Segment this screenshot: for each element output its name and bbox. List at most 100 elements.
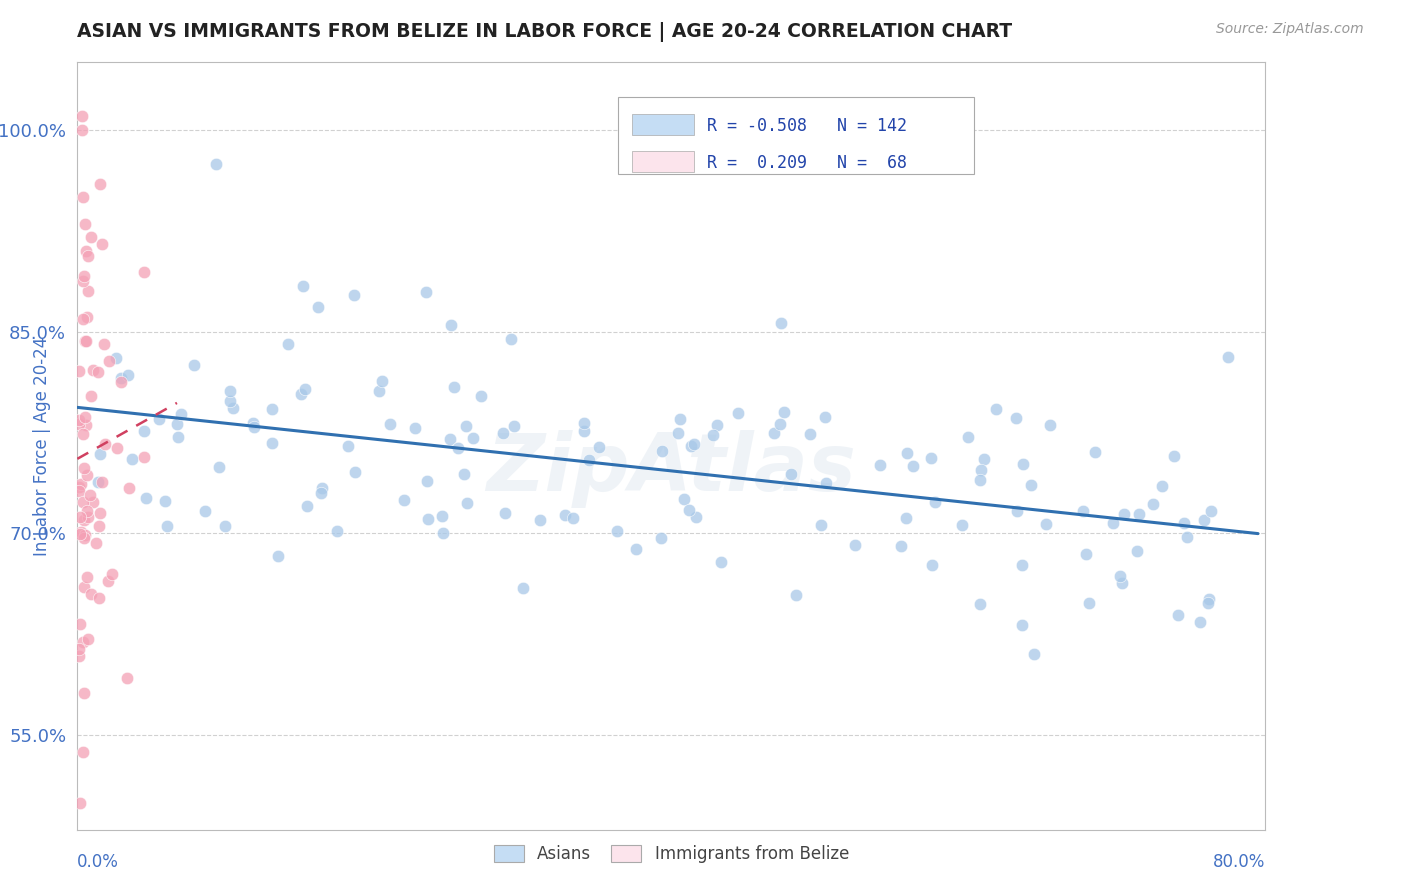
Point bbox=[706, 418, 728, 433]
Point bbox=[292, 279, 315, 293]
Point bbox=[1022, 647, 1045, 661]
Point bbox=[75, 334, 97, 348]
Point bbox=[76, 310, 98, 325]
Point bbox=[72, 190, 94, 204]
Point bbox=[294, 382, 316, 396]
Point bbox=[87, 519, 110, 533]
Point bbox=[67, 483, 90, 498]
Point bbox=[650, 531, 672, 545]
Point bbox=[134, 425, 156, 439]
Point bbox=[679, 439, 702, 453]
Point bbox=[243, 419, 266, 434]
Text: ASIAN VS IMMIGRANTS FROM BELIZE IN LABOR FORCE | AGE 20-24 CORRELATION CHART: ASIAN VS IMMIGRANTS FROM BELIZE IN LABOR… bbox=[77, 22, 1012, 42]
Point bbox=[80, 587, 103, 601]
Point bbox=[93, 336, 115, 351]
Point bbox=[266, 549, 288, 563]
Point bbox=[1084, 444, 1107, 458]
FancyBboxPatch shape bbox=[633, 151, 695, 172]
Point bbox=[72, 745, 94, 759]
Point bbox=[1111, 576, 1133, 591]
Point bbox=[75, 244, 97, 258]
Point bbox=[155, 494, 177, 508]
Point bbox=[76, 504, 98, 518]
Point bbox=[89, 506, 111, 520]
Point bbox=[166, 417, 188, 431]
Point bbox=[76, 467, 98, 482]
Point bbox=[561, 510, 583, 524]
Point bbox=[494, 507, 516, 521]
Point bbox=[1218, 351, 1240, 365]
Point bbox=[894, 511, 917, 525]
Text: In Labor Force | Age 20-24: In Labor Force | Age 20-24 bbox=[34, 336, 51, 556]
Point bbox=[1197, 596, 1219, 610]
Point bbox=[710, 555, 733, 569]
Point bbox=[75, 409, 97, 424]
Point bbox=[416, 475, 439, 489]
Point bbox=[456, 496, 478, 510]
Point bbox=[499, 332, 522, 346]
Point bbox=[844, 538, 866, 552]
Point bbox=[67, 364, 90, 378]
Point bbox=[678, 503, 700, 517]
Point bbox=[956, 430, 979, 444]
Point bbox=[76, 249, 98, 263]
Point bbox=[70, 122, 93, 136]
Point bbox=[135, 491, 157, 505]
Point bbox=[769, 417, 792, 431]
Point bbox=[104, 351, 127, 366]
Point bbox=[73, 217, 96, 231]
Point bbox=[815, 476, 838, 491]
Point bbox=[1163, 449, 1185, 463]
Point bbox=[896, 445, 918, 459]
Point bbox=[1108, 568, 1130, 582]
Point bbox=[69, 510, 91, 524]
Point bbox=[1039, 418, 1062, 433]
Point bbox=[1192, 513, 1215, 527]
Point bbox=[901, 458, 924, 473]
Point bbox=[98, 353, 121, 368]
Point bbox=[69, 526, 91, 541]
Point bbox=[214, 519, 236, 533]
Point bbox=[814, 410, 837, 425]
Point bbox=[869, 458, 891, 472]
Point bbox=[89, 591, 111, 605]
Point bbox=[727, 406, 749, 420]
Point bbox=[1078, 596, 1101, 610]
Point bbox=[969, 597, 991, 611]
Point bbox=[77, 510, 100, 524]
Point bbox=[121, 452, 143, 467]
Point bbox=[67, 480, 90, 494]
Point bbox=[763, 425, 786, 440]
Point bbox=[79, 488, 101, 502]
Point bbox=[72, 275, 94, 289]
Point bbox=[418, 512, 440, 526]
Point bbox=[1167, 608, 1189, 623]
Point bbox=[1152, 479, 1174, 493]
Text: Source: ZipAtlas.com: Source: ZipAtlas.com bbox=[1216, 22, 1364, 37]
Point bbox=[309, 486, 332, 500]
Point bbox=[673, 491, 696, 506]
Point bbox=[205, 157, 228, 171]
Point bbox=[132, 450, 155, 464]
Point bbox=[75, 417, 97, 432]
Point bbox=[277, 336, 299, 351]
Point bbox=[1007, 504, 1029, 518]
Point bbox=[105, 441, 128, 455]
Point bbox=[378, 417, 401, 431]
Point bbox=[502, 418, 524, 433]
Point bbox=[89, 177, 111, 191]
Point bbox=[73, 531, 96, 545]
Point bbox=[90, 475, 112, 489]
Point bbox=[1011, 558, 1033, 573]
Point bbox=[1102, 516, 1125, 530]
Point bbox=[924, 495, 946, 509]
Point bbox=[73, 580, 96, 594]
Point bbox=[1011, 457, 1033, 471]
Point bbox=[311, 481, 333, 495]
Point bbox=[84, 536, 107, 550]
Point bbox=[73, 686, 96, 700]
Point bbox=[343, 288, 366, 302]
Point bbox=[73, 268, 96, 283]
Point bbox=[72, 427, 94, 442]
Point bbox=[295, 499, 318, 513]
